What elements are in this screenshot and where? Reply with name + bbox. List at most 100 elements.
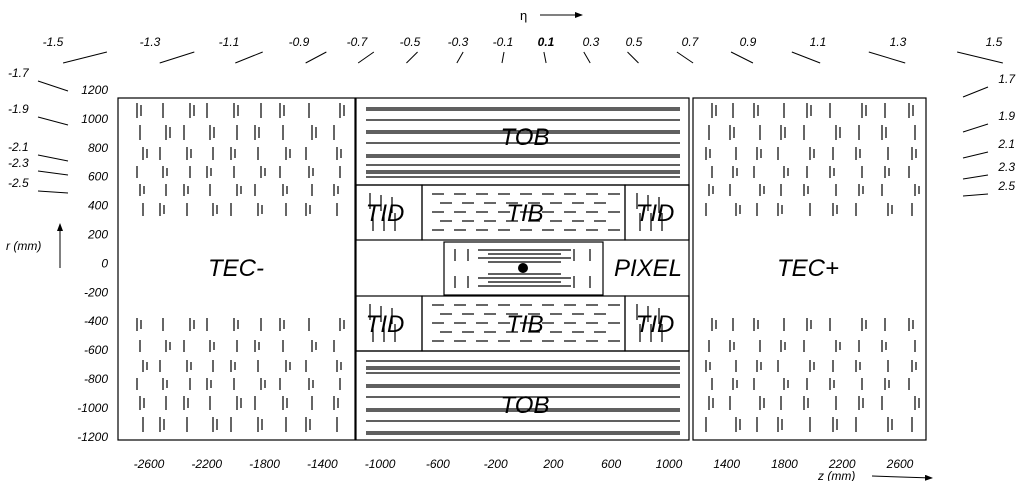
- r-tick-label: 1000: [81, 112, 108, 126]
- z-tick-label: 1800: [771, 457, 798, 471]
- tid-bottom-right-label: TID: [636, 311, 675, 338]
- eta-mark: [962, 86, 989, 98]
- z-tick-label: 2200: [828, 457, 856, 471]
- tib-bottom-label: TIB: [506, 311, 543, 338]
- eta-left-label: -2.1: [8, 140, 29, 154]
- eta-top-labels: -1.5 -1.3 -1.1 -0.9 -0.7 -0.5 -0.3 -0.1 0.1 0.3 0.…: [43, 35, 1003, 64]
- z-tick-label: -2600: [134, 457, 165, 471]
- eta-mark: [962, 151, 989, 159]
- eta-top-label: -0.3: [448, 35, 469, 49]
- eta-right-label: 2.5: [997, 179, 1015, 193]
- eta-top-label: 0.1: [538, 35, 555, 49]
- eta-mark: [730, 51, 754, 64]
- eta-mark: [962, 193, 989, 197]
- r-tick-labels: 1200 1000 800 600 400 200 0 -200 -400 -600 -800 -10…: [77, 83, 108, 444]
- eta-mark: [406, 51, 418, 64]
- z-tick-label: -1400: [307, 457, 338, 471]
- eta-mark: [962, 123, 989, 133]
- eta-mark: [791, 51, 821, 64]
- eta-mark: [957, 51, 1003, 64]
- z-tick-label: 2600: [886, 457, 914, 471]
- z-tick-label: 200: [542, 457, 563, 471]
- eta-mark: [37, 80, 69, 92]
- eta-top-label: -1.3: [140, 35, 161, 49]
- tib-top-label: TIB: [506, 200, 543, 227]
- eta-left-label: -1.9: [8, 102, 29, 116]
- eta-mark: [62, 51, 108, 64]
- eta-right-label: 2.1: [997, 137, 1015, 151]
- z-tick-label: -200: [484, 457, 508, 471]
- eta-top-label: -0.7: [347, 35, 369, 49]
- tid-bottom-right-box: [624, 295, 690, 352]
- eta-top-label: 1.5: [986, 35, 1003, 49]
- pixel-box: [443, 241, 604, 296]
- eta-axis-label-group: η: [520, 8, 583, 23]
- eta-mark: [583, 51, 591, 64]
- eta-left-label: -1.7: [8, 66, 30, 80]
- detector-modules: [136, 103, 920, 435]
- z-arrow-icon: [871, 474, 933, 481]
- r-tick-label: -400: [84, 314, 108, 328]
- r-tick-label: 800: [88, 141, 108, 155]
- eta-top-label: -0.5: [400, 35, 421, 49]
- tob-bottom-label: TOB: [501, 392, 550, 419]
- r-tick-label: -600: [84, 343, 108, 357]
- eta-right-label: 1.9: [998, 109, 1015, 123]
- eta-top-label: -1.1: [219, 35, 240, 49]
- eta-mark: [543, 51, 547, 64]
- tid-top-left-label: TID: [366, 200, 405, 227]
- z-tick-label: -1000: [365, 457, 396, 471]
- tid-bottom-left-label: TID: [366, 311, 405, 338]
- eta-mark: [676, 51, 694, 64]
- eta-right-labels: 1.7 1.9 2.1 2.3 2.5: [962, 72, 1016, 197]
- z-tick-label: 600: [601, 457, 621, 471]
- tec-plus-label: TEC+: [777, 255, 839, 282]
- eta-top-label: 1.1: [810, 35, 827, 49]
- z-tick-label: -600: [426, 457, 450, 471]
- eta-axis-label: η: [520, 8, 527, 23]
- eta-top-label: -1.5: [43, 35, 64, 49]
- eta-mark: [868, 51, 906, 64]
- r-tick-label: -1200: [77, 430, 108, 444]
- eta-left-label: -2.5: [8, 176, 29, 190]
- eta-top-label: 0.5: [626, 35, 643, 49]
- z-tick-label: 1000: [656, 457, 683, 471]
- eta-mark: [37, 170, 69, 176]
- z-axis-label: z (mm): [817, 469, 855, 481]
- z-axis-label-group: z (mm): [817, 469, 933, 481]
- eta-top-label: -0.1: [493, 35, 514, 49]
- eta-top-label: 0.3: [583, 35, 600, 49]
- r-tick-label: 600: [88, 170, 108, 184]
- r-axis-label-group: r (mm): [6, 223, 63, 268]
- eta-left-labels: -1.7 -1.9 -2.1 -2.3 -2.5: [8, 66, 69, 194]
- z-tick-label: -1800: [249, 457, 280, 471]
- r-axis-label: r (mm): [6, 239, 41, 253]
- eta-top-label: 0.7: [682, 35, 700, 49]
- eta-mark: [456, 51, 464, 64]
- eta-mark: [627, 51, 639, 64]
- tec-plus-box: [692, 97, 927, 441]
- eta-mark: [501, 51, 505, 64]
- interaction-point: [518, 263, 528, 273]
- r-tick-label: -200: [84, 285, 108, 299]
- eta-mark: [235, 51, 263, 64]
- tec-minus-box: [117, 97, 356, 441]
- tid-top-right-box: [624, 184, 690, 241]
- eta-mark: [357, 51, 375, 64]
- eta-right-label: 1.7: [998, 72, 1016, 86]
- z-tick-label: -2200: [191, 457, 222, 471]
- tec-minus-label: TEC-: [208, 255, 264, 282]
- r-tick-label: 1200: [81, 83, 108, 97]
- eta-top-label: -0.9: [289, 35, 310, 49]
- eta-mark: [159, 51, 195, 64]
- eta-right-label: 2.3: [997, 160, 1015, 174]
- r-tick-label: 400: [88, 199, 108, 213]
- eta-mark: [37, 116, 69, 126]
- tob-top-label: TOB: [501, 124, 550, 151]
- eta-mark: [962, 174, 989, 180]
- r-tick-label: 0: [101, 256, 108, 270]
- eta-mark: [37, 154, 69, 162]
- z-tick-label: 1400: [713, 457, 740, 471]
- eta-top-label: 0.9: [740, 35, 757, 49]
